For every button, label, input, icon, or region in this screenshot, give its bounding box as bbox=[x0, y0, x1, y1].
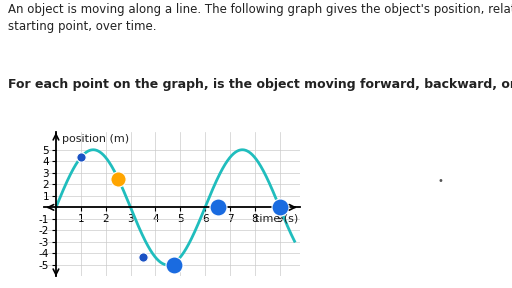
Point bbox=[214, 205, 222, 210]
Point bbox=[139, 255, 147, 259]
Point bbox=[275, 205, 284, 210]
Text: •: • bbox=[438, 176, 443, 186]
Text: An object is moving along a line. The following graph gives the object's positio: An object is moving along a line. The fo… bbox=[8, 3, 512, 33]
Point bbox=[77, 155, 85, 160]
Text: time (s): time (s) bbox=[255, 214, 298, 224]
Text: For each point on the graph, is the object moving forward, backward, or neither?: For each point on the graph, is the obje… bbox=[8, 78, 512, 91]
Text: position (m): position (m) bbox=[62, 134, 130, 144]
Point bbox=[170, 263, 178, 267]
Point bbox=[114, 176, 122, 181]
